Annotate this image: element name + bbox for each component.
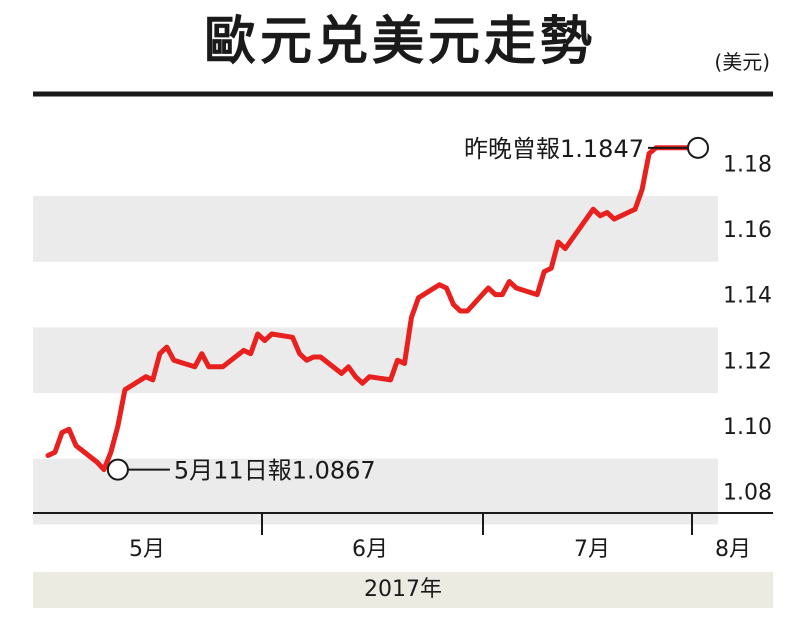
annotation-label: 昨晚曾報1.1847 [464, 135, 644, 163]
y-tick-labels: 1.08 1.10 1.12 1.14 1.16 1.18 [723, 152, 772, 505]
y-tick-label: 1.08 [723, 481, 772, 506]
month-label: 8月 [715, 537, 751, 562]
annotation-layer: 5月11日報1.0867 昨晚曾報1.1847 [106, 135, 709, 485]
y-tick-label: 1.18 [723, 152, 772, 177]
year-label: 2017年 [33, 572, 773, 608]
chart-title: 歐元兑美元走勢 [203, 11, 596, 72]
grid-band [33, 327, 718, 394]
y-tick-label: 1.16 [723, 218, 772, 243]
y-tick-label: 1.10 [723, 415, 772, 440]
annotation-marker [106, 458, 129, 481]
annotation-label: 5月11日報1.0867 [174, 457, 376, 485]
series-line [45, 145, 701, 473]
y-tick-label: 1.12 [723, 349, 772, 374]
month-label: 5月 [129, 537, 165, 562]
grid-bands [33, 196, 718, 525]
y-tick-label: 1.14 [723, 284, 772, 309]
annotation-marker [687, 136, 709, 159]
grid-band [33, 196, 718, 262]
month-label: 6月 [352, 537, 388, 562]
month-label: 7月 [574, 537, 610, 562]
series-layer [45, 145, 701, 473]
unit-label: (美元) [714, 50, 770, 74]
month-ticks: 5月 6月 7月 8月 [129, 513, 751, 562]
